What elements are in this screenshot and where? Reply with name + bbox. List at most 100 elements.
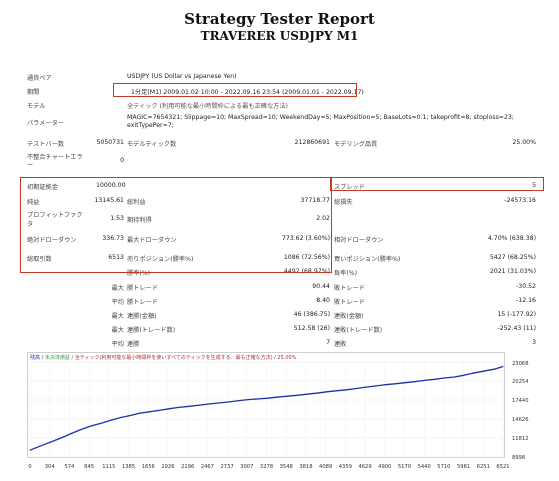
balance-point bbox=[62, 436, 64, 438]
gross-loss-label: 総損失 bbox=[334, 199, 353, 206]
x-tick-label: 845 bbox=[84, 464, 94, 470]
deposit-label: 初期証拠金 bbox=[27, 184, 58, 191]
abs-dd-label: 絶対ドローダウン bbox=[27, 237, 77, 244]
loss-rate-value: 2021 (31.03%) bbox=[489, 268, 536, 275]
legend-balance: 残高 bbox=[30, 355, 41, 361]
x-tick-label: 4900 bbox=[378, 464, 391, 470]
x-tick-label: 2467 bbox=[201, 464, 214, 470]
balance-point bbox=[434, 378, 436, 380]
balance-point bbox=[267, 397, 269, 399]
y-tick-label: 11812 bbox=[512, 436, 529, 442]
y-tick-label: 23068 bbox=[512, 361, 529, 367]
max-consec-profit-label: 連勝(トレード数) bbox=[127, 327, 176, 334]
max-dd-value: 773.62 (3.60%) bbox=[281, 235, 330, 242]
balance-point bbox=[384, 384, 386, 386]
deposit-value: 10000.00 bbox=[96, 182, 126, 189]
avg-loss-label: 敗トレード bbox=[334, 299, 365, 306]
x-tick-label: 4359 bbox=[339, 464, 352, 470]
chart-legend: 残高 / 未決済損益 / 全ティック(利用可能な最小時間枠を使いすべてのティック… bbox=[30, 354, 296, 361]
spread-label: スプレッド bbox=[334, 184, 365, 191]
x-tick-label: 1385 bbox=[122, 464, 135, 470]
net-profit-value: 13145.61 bbox=[94, 197, 124, 204]
balance-point bbox=[80, 429, 82, 431]
max-label-1: 最大 bbox=[111, 285, 124, 292]
loss-rate-label: 負率(%) bbox=[334, 270, 358, 277]
period-value: 1分足(M1) 2009.01.02 10:00 - 2022.09.16 23… bbox=[131, 89, 364, 96]
bars-value: 5050731 bbox=[96, 139, 124, 146]
max-consec-loss-value: -252.43 (11) bbox=[497, 325, 536, 332]
largest-loss-label: 敗トレード bbox=[334, 285, 365, 292]
gross-loss-value: -24573.16 bbox=[504, 197, 536, 204]
balance-point bbox=[110, 419, 112, 421]
balance-point bbox=[297, 394, 299, 396]
symbol-label: 通貨ペア bbox=[27, 75, 52, 82]
x-tick-label: 3007 bbox=[240, 464, 253, 470]
expected-payoff-value: 2.02 bbox=[316, 215, 330, 222]
total-trades-value: 6513 bbox=[108, 254, 124, 261]
balance-point bbox=[276, 396, 278, 398]
legend-description: / 全ティック(利用可能な最小時間枠を使いすべてのティックを生成する、最も正確な… bbox=[71, 355, 297, 361]
balance-point bbox=[404, 382, 406, 384]
x-tick-label: 574 bbox=[64, 464, 75, 470]
balance-point bbox=[502, 366, 504, 368]
spread-value: 5 bbox=[532, 182, 536, 189]
x-tick-label: 0 bbox=[28, 464, 31, 470]
x-tick-label: 3278 bbox=[260, 464, 273, 470]
x-tick-label: 4629 bbox=[358, 464, 371, 470]
balance-point bbox=[247, 399, 249, 401]
balance-point bbox=[51, 440, 53, 442]
balance-point bbox=[138, 412, 140, 414]
y-tick-label: 14626 bbox=[512, 417, 529, 423]
mismatch-label-line2: ー bbox=[27, 162, 34, 169]
balance-point bbox=[413, 381, 415, 383]
balance-point bbox=[169, 408, 171, 410]
balance-point bbox=[286, 395, 288, 397]
balance-point bbox=[482, 370, 484, 372]
short-pos-value: 1086 (72.56%) bbox=[283, 254, 330, 261]
balance-point bbox=[493, 368, 495, 370]
x-tick-label: 6251 bbox=[477, 464, 490, 470]
largest-win-label: 勝トレード bbox=[127, 285, 158, 292]
balance-point bbox=[208, 403, 210, 405]
params-value-line1: MAGIC=7654321; Slippage=10; MaxSpread=10… bbox=[127, 114, 514, 121]
gross-profit-label: 総利益 bbox=[127, 199, 146, 206]
x-tick-label: 4089 bbox=[319, 464, 332, 470]
net-profit-label: 純益 bbox=[27, 199, 40, 206]
balance-point bbox=[257, 398, 259, 400]
x-tick-label: 304 bbox=[45, 464, 56, 470]
expected-payoff-label: 期待利得 bbox=[127, 217, 152, 224]
x-tick-label: 5981 bbox=[457, 464, 470, 470]
y-tick-label: 20254 bbox=[512, 379, 529, 385]
win-rate-value: 4492 (68.97%) bbox=[283, 268, 330, 275]
period-highlight-box bbox=[113, 83, 357, 97]
balance-point bbox=[345, 389, 347, 391]
legend-equity: 未決済損益 bbox=[44, 355, 70, 361]
x-tick-label: 1926 bbox=[161, 464, 174, 470]
x-tick-label: 2737 bbox=[220, 464, 233, 470]
avg-label-2: 平均 bbox=[111, 341, 124, 348]
profit-factor-value: 1.53 bbox=[110, 215, 124, 222]
balance-point bbox=[316, 392, 318, 394]
legend-separator: / bbox=[41, 355, 44, 361]
max-consec-wins-label: 連勝(金額) bbox=[127, 313, 157, 320]
avg-consec-wins-value: 7 bbox=[326, 339, 330, 346]
balance-point bbox=[228, 401, 230, 403]
x-tick-label: 5170 bbox=[398, 464, 411, 470]
max-consec-wins-value: 46 (386.75) bbox=[293, 311, 330, 318]
x-tick-label: 6521 bbox=[496, 464, 509, 470]
largest-loss-value: -30.52 bbox=[516, 283, 536, 290]
avg-consec-losses-value: 3 bbox=[532, 339, 536, 346]
balance-point bbox=[365, 386, 367, 388]
mismatch-value: 0 bbox=[120, 157, 124, 164]
balance-point bbox=[463, 374, 465, 376]
avg-consec-losses-label: 連敗 bbox=[334, 341, 347, 348]
balance-point bbox=[326, 391, 328, 393]
ticks-label: モデルティック数 bbox=[127, 141, 177, 148]
balance-point bbox=[188, 405, 190, 407]
abs-dd-value: 336.73 bbox=[102, 235, 124, 242]
largest-win-value: 90.44 bbox=[312, 283, 330, 290]
x-tick-label: 1656 bbox=[142, 464, 155, 470]
max-label-2: 最大 bbox=[111, 313, 124, 320]
avg-win-label: 勝トレード bbox=[127, 299, 158, 306]
mismatch-label-line1: 不整合チャートエラ bbox=[27, 154, 83, 161]
